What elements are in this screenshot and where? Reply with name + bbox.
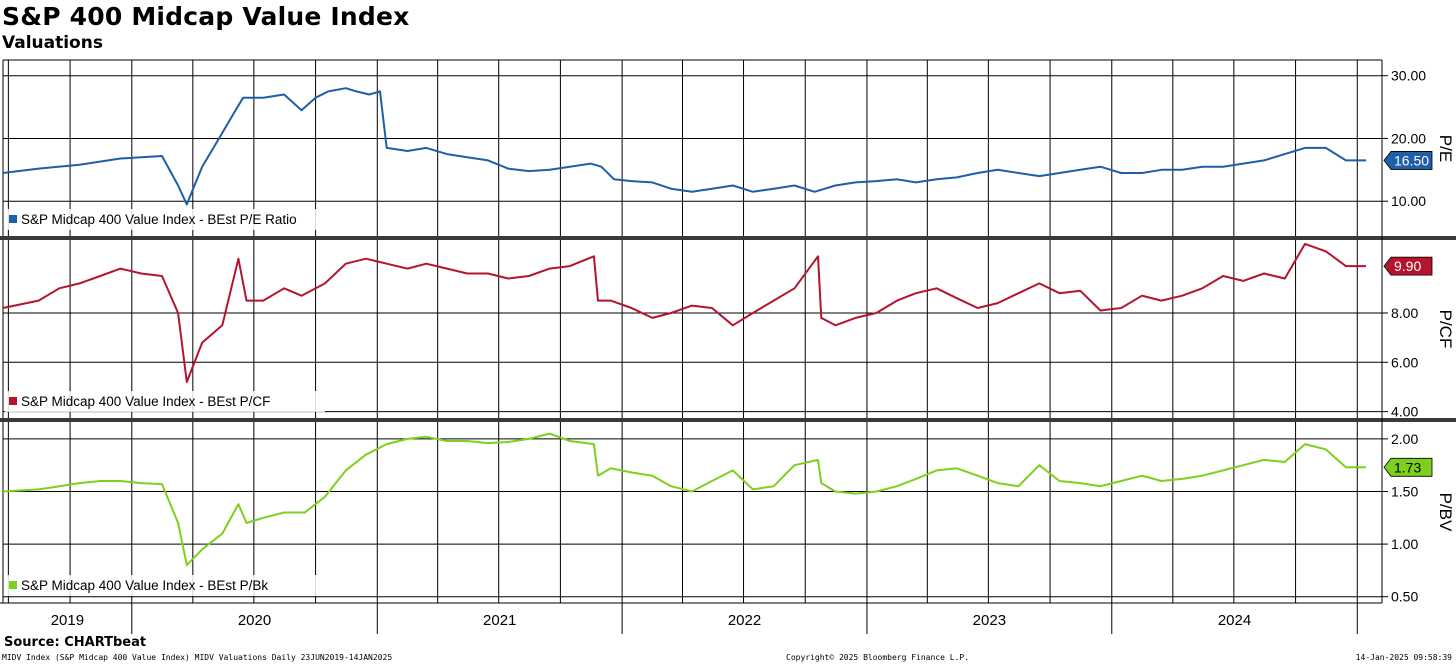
- y-tick-label: 4.00: [1391, 404, 1418, 420]
- legend-label-pe: S&P Midcap 400 Value Index - BEst P/E Ra…: [21, 212, 297, 227]
- footer-description: MIDV Index (S&P Midcap 400 Value Index) …: [2, 653, 393, 662]
- last-value-label-pe: 16.50: [1394, 152, 1429, 168]
- x-year-label: 2020: [238, 612, 271, 629]
- x-year-label: 2021: [483, 612, 516, 629]
- legend-label-pcf: S&P Midcap 400 Value Index - BEst P/CF: [21, 394, 270, 409]
- series-line-pe: [2, 87, 1366, 206]
- source-label: Source: CHARTbeat: [4, 635, 147, 650]
- x-year-label: 2023: [973, 612, 1006, 629]
- legend-box: [5, 391, 325, 412]
- y-tick-label: 8.00: [1391, 305, 1418, 321]
- y-tick-label: 10.00: [1391, 193, 1426, 209]
- legend-box: [5, 575, 325, 596]
- last-value-tag-pe: [1383, 151, 1433, 170]
- footer-copyright: Copyright© 2025 Bloomberg Finance L.P.: [786, 653, 970, 662]
- legend-swatch-pbv: [9, 581, 17, 589]
- chart-subtitle: Valuations: [2, 33, 103, 53]
- y-tick-label: 0.50: [1391, 589, 1418, 605]
- footer-timestamp: 14-Jan-2025 09:58:39: [1355, 653, 1452, 662]
- y-axis-label-pbv: P/BV: [1436, 493, 1455, 532]
- x-year-label: 2022: [728, 612, 761, 629]
- y-tick-label: 6.00: [1391, 354, 1418, 370]
- last-value-tag-pbv: [1383, 457, 1433, 477]
- legend-box: [5, 209, 325, 230]
- x-year-label: 2024: [1218, 612, 1251, 629]
- y-tick-label: 1.00: [1391, 536, 1418, 552]
- legend-swatch-pcf: [9, 397, 17, 405]
- legend-label-pbv: S&P Midcap 400 Value Index - BEst P/Bk: [21, 578, 268, 593]
- panel-separator: [0, 418, 1456, 422]
- chart-title: S&P 400 Midcap Value Index: [2, 2, 410, 31]
- panel-separator: [0, 236, 1456, 240]
- y-tick-label: 20.00: [1391, 130, 1426, 146]
- y-tick-label: 1.50: [1391, 483, 1418, 499]
- y-tick-label: 30.00: [1391, 68, 1426, 84]
- series-line-pcf: [2, 242, 1366, 383]
- y-tick-label: 2.00: [1391, 431, 1418, 447]
- y-axis-label-pe: P/E: [1436, 135, 1455, 162]
- last-value-tag-pcf: [1383, 256, 1433, 276]
- last-value-label-pbv: 1.73: [1394, 459, 1421, 475]
- series-line-pbv: [2, 432, 1366, 567]
- x-year-label: 2019: [51, 612, 84, 629]
- y-axis-label-pcf: P/CF: [1436, 310, 1455, 349]
- last-value-label-pcf: 9.90: [1394, 258, 1421, 274]
- legend-swatch-pe: [9, 215, 17, 223]
